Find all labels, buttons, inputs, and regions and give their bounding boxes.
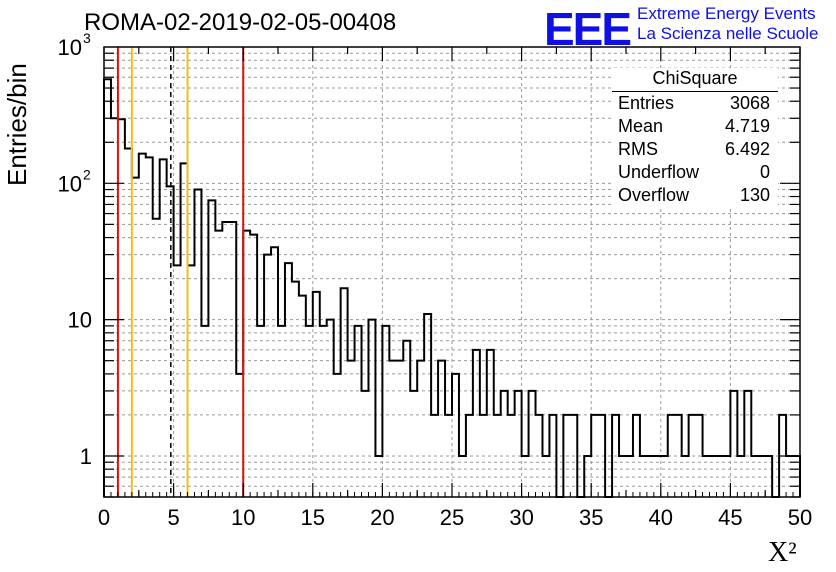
y-tick-label: 10	[68, 308, 92, 333]
x-tick-label: 50	[788, 505, 812, 530]
y-tick-exponent: 2	[83, 166, 91, 182]
eee-logo: EEE	[544, 3, 632, 55]
x-tick-label: 15	[301, 505, 325, 530]
histogram-title: ROMA-02-2019-02-05-00408	[84, 9, 397, 36]
stats-row-entries: Entries 3068	[618, 93, 770, 113]
x-tick-label: 35	[579, 505, 603, 530]
x-tick-label: 20	[370, 505, 394, 530]
y-axis-label: Entries/bin	[2, 63, 32, 186]
stats-row-mean: Mean 4.719	[618, 116, 770, 136]
x-tick-label: 25	[440, 505, 464, 530]
y-tick-label: 1	[80, 444, 92, 469]
stats-box: ChiSquare Entries 3068 Mean 4.719 RMS 6.492…	[612, 68, 778, 207]
stats-title: ChiSquare	[612, 68, 778, 92]
x-tick-label: 45	[718, 505, 742, 530]
y-tick-label: 10	[58, 171, 82, 196]
x-tick-label: 0	[98, 505, 110, 530]
stats-row-underflow: Underflow 0	[618, 162, 770, 182]
x-tick-label: 5	[167, 505, 179, 530]
logo-subtitle-2: La Scienza nelle Scuole	[637, 24, 819, 43]
histogram	[103, 78, 801, 498]
histogram-outline	[103, 78, 801, 498]
y-tick-label: 10	[58, 35, 82, 60]
x-tick-label: 30	[509, 505, 533, 530]
logo-subtitle-1: Extreme Energy Events	[637, 4, 816, 23]
x-tick-label: 40	[649, 505, 673, 530]
y-tick-exponent: 3	[83, 30, 91, 46]
stats-row-rms: RMS 6.492	[618, 139, 770, 159]
reference-lines	[116, 47, 245, 497]
x-axis-label: X²	[768, 537, 797, 568]
stats-row-overflow: Overflow 130	[618, 185, 770, 205]
x-tick-label: 10	[231, 505, 255, 530]
